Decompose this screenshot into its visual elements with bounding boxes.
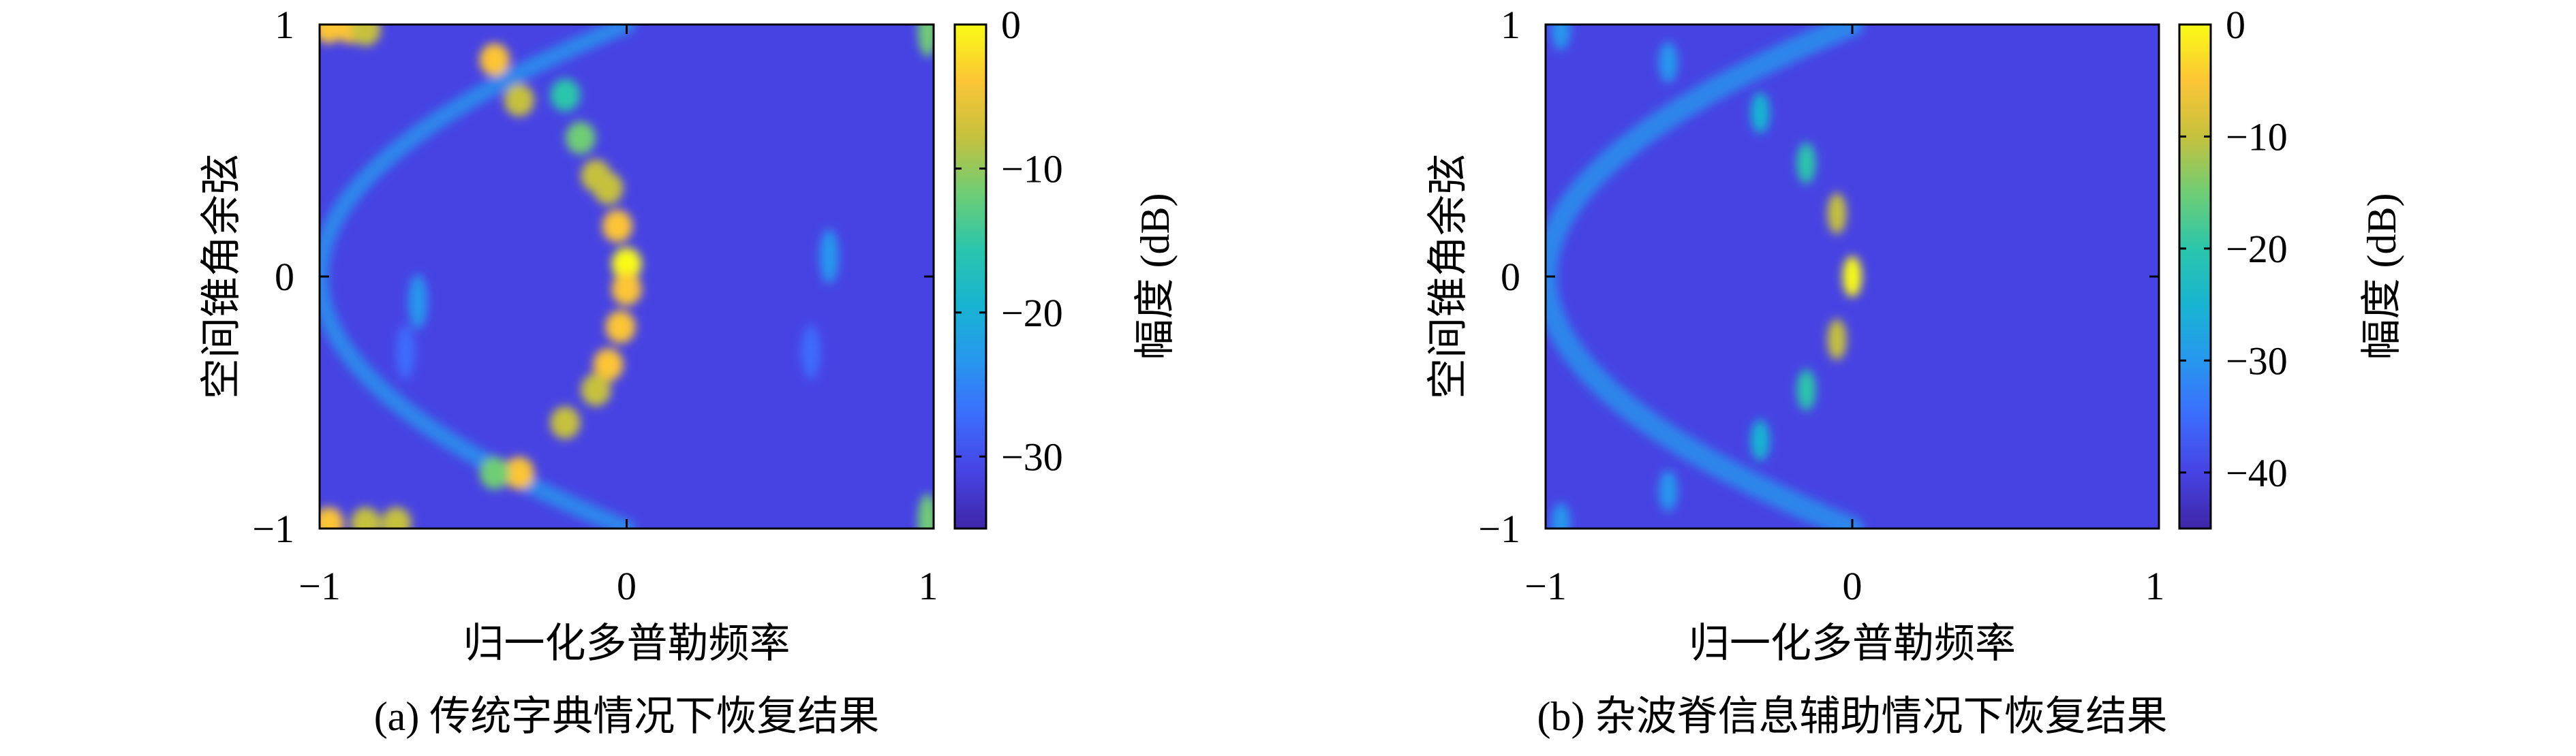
panel-b: −1 0 1 1 0 −1 归一化多普勒频率 空间锥角余弦 0 −10 −20 −30… xyxy=(1426,3,2404,739)
ridge-point xyxy=(550,78,581,112)
spurious-peak xyxy=(918,493,934,529)
clutter-ridge-curve xyxy=(320,25,636,529)
ridge-point xyxy=(350,507,381,529)
x-tick-max-b: 1 xyxy=(2145,564,2165,608)
ridge-point xyxy=(1796,142,1816,184)
y-tick-min-a: −1 xyxy=(252,507,294,551)
y-tick-min-b: −1 xyxy=(1478,507,1520,551)
axis-ticks-b xyxy=(1544,23,2160,530)
ridge-point xyxy=(350,25,381,46)
colorbar-ticks-a: 0 −10 −20 −30 xyxy=(955,3,1063,479)
y-tick-max-b: 1 xyxy=(1501,3,1520,47)
x-axis-title-b: 归一化多普勒频率 xyxy=(1689,621,2016,666)
x-tick-min-a: −1 xyxy=(298,564,341,608)
x-tick-mid-a: 0 xyxy=(617,564,637,608)
colorbar-tick-label: −40 xyxy=(2226,451,2288,495)
ridge-point xyxy=(1659,470,1678,511)
ridge-point xyxy=(602,210,632,242)
ridge-point xyxy=(1751,92,1770,133)
axis-ticks-a xyxy=(318,23,935,530)
spurious-peak xyxy=(918,25,934,57)
spurious-peak xyxy=(396,325,416,379)
panel-a: −1 0 1 1 0 −1 归一化多普勒频率 空间锥角余弦 0 −10 −20 −30… xyxy=(199,3,1178,739)
x-axis-title-a: 归一化多普勒频率 xyxy=(463,621,791,666)
colorbar-a xyxy=(953,23,987,530)
ridge-point xyxy=(593,172,624,205)
ridge-point xyxy=(593,348,624,381)
y-tick-max-a: 1 xyxy=(275,3,294,47)
spurious-peak xyxy=(819,229,839,284)
y-tick-mid-b: 0 xyxy=(1501,255,1520,299)
ridge-point xyxy=(1659,42,1678,83)
caption-b: (b) 杂波脊信息辅助情况下恢复结果 xyxy=(1537,694,2168,739)
ridge-point xyxy=(611,272,642,306)
colorbar-tick-label: 0 xyxy=(1001,3,1021,47)
colorbar-ticks-b: 0 −10 −20 −30 −40 xyxy=(2179,3,2288,495)
ridge-point xyxy=(320,507,344,529)
x-tick-min-b: −1 xyxy=(1524,564,1567,608)
spurious-peak xyxy=(801,325,821,379)
ridge-point xyxy=(581,373,611,407)
colorbar-tick-label: −20 xyxy=(1001,291,1063,335)
ridge-point xyxy=(1751,420,1770,461)
ridge-point xyxy=(504,84,534,116)
y-axis-title-a: 空间锥角余弦 xyxy=(199,154,244,399)
spurious-peak xyxy=(408,274,428,329)
heatmap-b xyxy=(1546,25,2159,529)
clutter-ridge-curve xyxy=(1546,25,1864,529)
ridge-point xyxy=(1827,319,1847,360)
colorbar-tick-label: −10 xyxy=(2226,114,2288,159)
x-tick-mid-b: 0 xyxy=(1843,564,1862,608)
ridge-point xyxy=(565,121,596,155)
colorbar-tick-label: −10 xyxy=(1001,146,1063,191)
y-tick-mid-a: 0 xyxy=(275,255,294,299)
ridge-point xyxy=(479,456,510,490)
colorbar-tick-label: −30 xyxy=(2226,338,2288,383)
ridge-point xyxy=(479,43,510,76)
ridge-point xyxy=(1827,193,1847,234)
ridge-point xyxy=(1796,369,1816,411)
ridge-point xyxy=(1551,503,1571,529)
y-axis-title-b: 空间锥角余弦 xyxy=(1426,154,1471,399)
colorbar-title-b: 幅度 (dB) xyxy=(2359,193,2404,360)
ridge-point xyxy=(1551,25,1571,50)
ridge-point xyxy=(1843,256,1862,297)
heatmap-a xyxy=(320,25,934,529)
ridge-point xyxy=(381,507,412,529)
x-tick-max-a: 1 xyxy=(919,564,938,608)
colorbar-title-a: 幅度 (dB) xyxy=(1133,193,1178,360)
colorbar-tick-label: 0 xyxy=(2226,3,2245,47)
ridge-point xyxy=(550,406,581,439)
colorbar-tick-label: −20 xyxy=(2226,227,2288,271)
ridge-point xyxy=(605,311,636,343)
colorbar-tick-label: −30 xyxy=(1001,435,1063,479)
ridge-point xyxy=(504,456,534,490)
caption-a: (a) 传统字典情况下恢复结果 xyxy=(374,694,880,739)
colorbar-b xyxy=(2178,23,2212,530)
ridge-point xyxy=(611,247,642,281)
